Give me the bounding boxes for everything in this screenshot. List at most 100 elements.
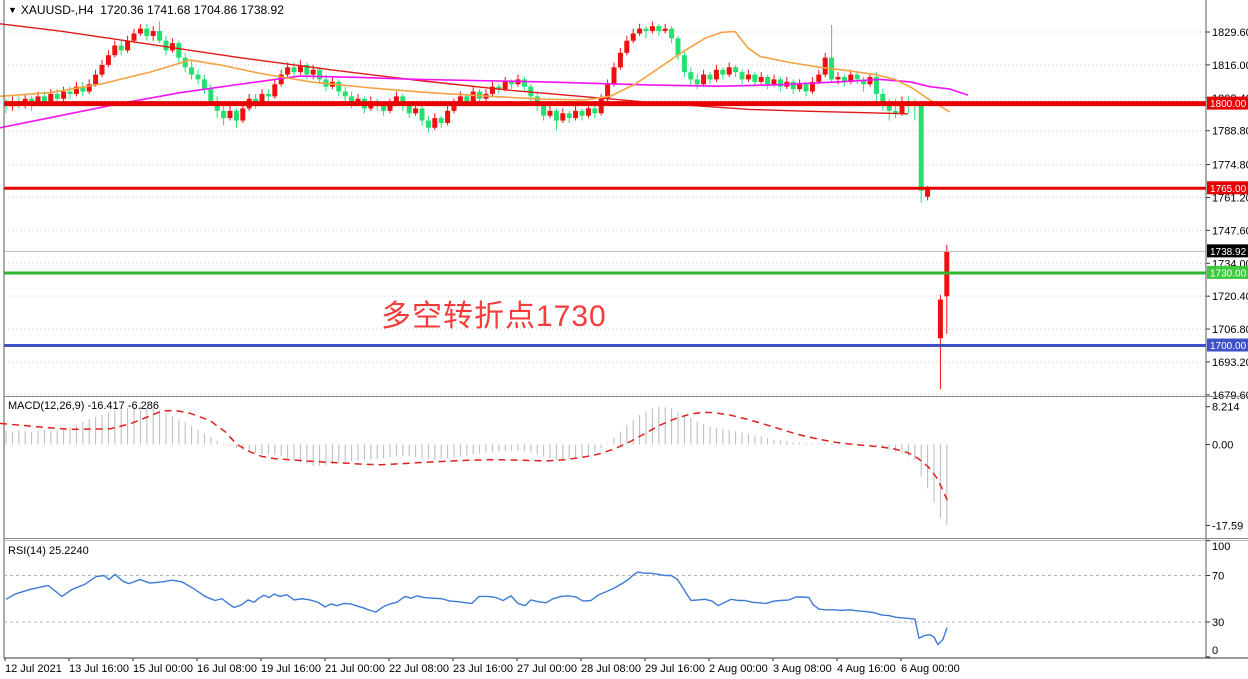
candle-body-bear — [189, 67, 195, 75]
candle-body-bull — [272, 84, 278, 97]
candle-body-bull — [822, 57, 828, 75]
candle-body-bull — [297, 64, 303, 73]
rsi-tick-label: 100 — [1212, 541, 1230, 553]
price-tag-label: 1700.00 — [1210, 341, 1247, 352]
candle-body-bull — [413, 108, 419, 114]
candle-body-bear — [67, 91, 73, 94]
price-tag-label: 1800.00 — [1210, 99, 1247, 110]
price-tag-label: 1738.92 — [1210, 247, 1247, 258]
candle-body-bear — [464, 96, 470, 102]
candle-body-bull — [445, 110, 451, 123]
time-tick-label: 27 Jul 00:00 — [517, 663, 577, 675]
candle-body-bull — [61, 91, 67, 99]
candle-body-bear — [592, 108, 598, 114]
candle-body-bear — [157, 31, 163, 41]
ma-magenta-line — [0, 75, 969, 129]
time-tick-label: 23 Jul 16:00 — [453, 663, 513, 675]
candle-body-bull — [617, 52, 623, 68]
candle-body-bear — [336, 81, 342, 92]
candle-body-bear — [163, 40, 169, 51]
macd-indicator-label: MACD(12,26,9) -16.417 -6.286 — [8, 400, 160, 412]
candle-body-bear — [553, 110, 559, 121]
candle-body-bear — [790, 81, 796, 90]
candle-body-bull — [848, 74, 854, 82]
candle-body-bear — [681, 55, 687, 73]
candle-body-bull — [899, 101, 905, 114]
ohlc-low: 1704.86 — [193, 3, 238, 17]
price-tick-label: 1774.80 — [1212, 160, 1248, 172]
price-tick-label: 1788.80 — [1212, 126, 1248, 138]
candle-body-bear — [342, 91, 348, 97]
macd-tick-label: 8.214 — [1212, 402, 1240, 414]
macd-tick-label: -17.59 — [1212, 520, 1243, 532]
dropdown-arrow-icon[interactable]: ▼ — [8, 5, 17, 15]
symbol-ohlc-label[interactable]: ▼ XAUUSD-,H4 1720.36 1741.68 1704.86 1738… — [8, 3, 284, 17]
candle-body-bear — [720, 69, 726, 75]
rsi-indicator-label: RSI(14) 25.2240 — [8, 545, 89, 557]
ohlc-open: 1720.36 — [100, 3, 144, 17]
time-tick-label: 4 Aug 16:00 — [837, 663, 896, 675]
time-tick-label: 29 Jul 16:00 — [645, 663, 705, 675]
candle-body-bear — [406, 106, 412, 114]
candle-body-bull — [227, 110, 233, 119]
macd-signal-line — [0, 409, 949, 503]
price-tag-1765.00 — [1207, 181, 1248, 195]
candle-body-bear — [669, 28, 675, 39]
ohlc-high: 1741.68 — [147, 3, 191, 17]
candle-body-bear — [265, 93, 271, 97]
time-tick-label: 2 Aug 00:00 — [709, 663, 768, 675]
candle-body-bull — [745, 74, 751, 80]
price-tick-label: 1720.40 — [1212, 291, 1248, 303]
candle-body-bull — [86, 84, 92, 92]
candle-body-bear — [381, 106, 387, 111]
candle-body-bull — [611, 67, 617, 85]
candle-body-bull — [758, 76, 764, 82]
candle-body-bull — [73, 86, 79, 94]
candle-body-bull — [835, 76, 841, 80]
candle-body-bear — [656, 26, 662, 32]
candle-body-bull — [470, 91, 476, 102]
candle-body-bull — [605, 84, 611, 99]
price-tag-1738.92 — [1207, 244, 1248, 258]
price-tag-1800.00 — [1207, 96, 1248, 110]
candle-body-bear — [509, 81, 515, 85]
candle-body-bull — [131, 33, 137, 41]
candle-body-bear — [688, 72, 694, 80]
candle-body-bull — [573, 110, 579, 119]
candle-body-bear — [304, 64, 310, 75]
candle-body-bear — [182, 57, 188, 68]
price-tick-label: 1829.60 — [1212, 27, 1248, 39]
candle-body-bear — [886, 103, 892, 111]
rsi-line — [5, 571, 948, 646]
candle-body-bull — [489, 86, 495, 94]
price-tag-label: 1765.00 — [1210, 184, 1247, 195]
candle-body-bull — [112, 45, 118, 56]
candle-body-bear — [419, 108, 425, 121]
price-tick-label: 1693.20 — [1212, 357, 1248, 369]
rsi-tick-label: 30 — [1212, 617, 1224, 629]
time-tick-label: 15 Jul 00:00 — [133, 663, 193, 675]
candle-body-bull — [105, 55, 111, 65]
candle-body-bull — [560, 113, 566, 121]
rsi-tick-label: 0 — [1212, 645, 1218, 657]
time-tick-label: 12 Jul 2021 — [5, 663, 62, 675]
candle-body-bull — [278, 74, 284, 85]
time-tick-label: 28 Jul 08:00 — [581, 663, 641, 675]
annotation-text: 多空转折点1730 — [381, 300, 607, 333]
candle-body-bull — [310, 69, 316, 75]
time-tick-label: 19 Jul 16:00 — [261, 663, 321, 675]
candle-body-bull — [259, 93, 265, 104]
candle-body-bear — [854, 74, 860, 80]
candle-body-bear — [643, 28, 649, 32]
price-tick-label: 1747.60 — [1212, 225, 1248, 237]
candle-body-bear — [80, 86, 86, 92]
candle-body-bull — [240, 108, 246, 121]
candle-body-bull — [125, 40, 131, 51]
candle-body-bear — [541, 106, 547, 116]
candle-body-bear — [675, 38, 681, 56]
candle-body-bull — [547, 110, 553, 116]
candle-body-bear — [694, 79, 700, 85]
candle-body-bull — [585, 108, 591, 116]
symbol-period: XAUUSD-,H4 — [20, 3, 94, 17]
